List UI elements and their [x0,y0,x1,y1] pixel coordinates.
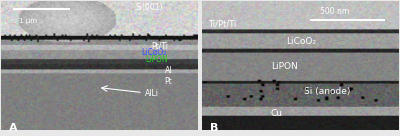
Text: Al: Al [164,66,172,75]
Text: Cu: Cu [271,109,283,118]
Text: Ti/Pt/Ti: Ti/Pt/Ti [208,19,236,28]
Text: LiPON: LiPON [271,62,298,71]
Text: AlLi: AlLi [145,89,159,98]
Text: LiPON: LiPON [145,55,168,64]
Text: Si(001): Si(001) [135,3,162,12]
Text: 500 nm: 500 nm [320,7,349,16]
Text: A: A [9,123,18,133]
Text: Pt: Pt [164,77,172,86]
Text: B: B [210,123,218,133]
Text: LiCoO₂: LiCoO₂ [286,37,316,46]
Text: Pt/Ti: Pt/Ti [151,41,168,50]
Text: 1 μm: 1 μm [19,18,37,24]
Text: Si (anode): Si (anode) [304,87,351,96]
Text: LiCoO₂: LiCoO₂ [141,48,166,57]
